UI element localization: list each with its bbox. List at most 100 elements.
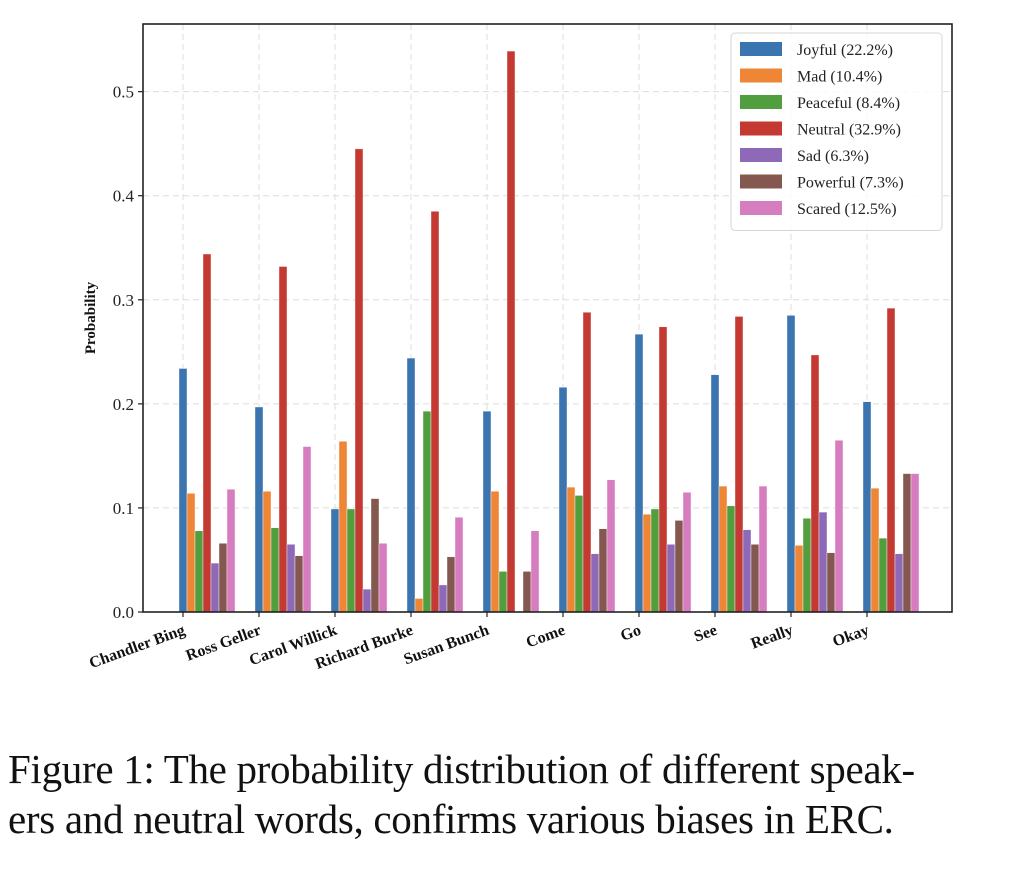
y-tick-label: 0.0 — [113, 603, 134, 622]
bar — [422, 410, 432, 613]
bar — [414, 598, 424, 613]
bar — [802, 518, 812, 613]
bar — [302, 446, 312, 613]
bar — [354, 148, 364, 613]
legend-label: Neutral (32.9%) — [797, 122, 901, 139]
bar — [330, 508, 340, 613]
x-tick-label: Really — [749, 622, 796, 653]
bar — [558, 387, 568, 613]
bar — [370, 498, 380, 613]
bar — [650, 508, 660, 613]
bar — [862, 401, 872, 613]
bar — [910, 473, 920, 613]
bar — [786, 315, 796, 613]
bar — [742, 529, 752, 613]
bar — [262, 491, 272, 613]
bar — [566, 486, 576, 613]
bar — [522, 571, 532, 613]
bar — [178, 368, 188, 613]
x-tick-label: See — [692, 622, 720, 646]
plot-frame — [142, 23, 953, 613]
bar — [346, 508, 356, 613]
bar — [490, 491, 500, 613]
legend-label: Powerful (7.3%) — [797, 175, 904, 192]
legend-label: Mad (10.4%) — [797, 69, 882, 86]
y-axis: 0.0 0.1 0.2 0.3 0.4 0.5 — [113, 83, 143, 622]
legend-swatch — [740, 95, 782, 109]
caption-line-1: Figure 1: The probability distribution o… — [8, 746, 915, 792]
bar — [498, 571, 508, 613]
figure-caption: Figure 1: The probability distribution o… — [8, 744, 1018, 844]
y-tick-label: 0.5 — [113, 83, 134, 102]
bar — [574, 495, 584, 613]
bar — [438, 584, 448, 613]
bar — [454, 517, 464, 613]
bar — [338, 441, 348, 613]
bar — [634, 333, 644, 613]
bar — [818, 511, 828, 613]
bar — [894, 553, 904, 613]
x-tick-label: Go — [618, 622, 643, 645]
bar — [226, 488, 236, 613]
bar — [506, 50, 516, 613]
bar — [710, 374, 720, 613]
bar — [590, 553, 600, 613]
bar — [186, 493, 196, 613]
bar — [902, 473, 912, 613]
y-tick-label: 0.1 — [113, 499, 134, 518]
bar — [278, 266, 288, 613]
bar — [582, 312, 592, 613]
bar — [642, 513, 652, 613]
y-tick-label: 0.3 — [113, 291, 134, 310]
bar — [430, 211, 440, 613]
y-axis-label: Probability — [83, 281, 99, 354]
bar — [286, 544, 296, 613]
bar — [254, 406, 264, 613]
bar — [530, 530, 540, 613]
bar — [270, 527, 280, 613]
legend-swatch — [740, 121, 782, 136]
x-tick-label: Come — [524, 622, 567, 652]
bar — [834, 440, 844, 613]
bar — [726, 505, 736, 613]
bar — [202, 253, 212, 613]
bars-layer — [178, 50, 920, 613]
bar — [810, 354, 820, 613]
x-tick-label: Okay — [830, 622, 871, 651]
bar — [446, 556, 456, 613]
x-tick-label: Susan Bunch — [402, 622, 492, 669]
legend: Joyful (22.2%) Mad (10.4%) Peaceful (8.4%)… — [730, 32, 943, 231]
bar — [682, 492, 692, 613]
bar — [878, 537, 888, 613]
legend-label: Scared (12.5%) — [797, 201, 897, 218]
y-tick-label: 0.4 — [113, 187, 135, 206]
bar — [674, 520, 684, 613]
bar — [210, 562, 220, 613]
bar — [794, 545, 804, 613]
legend-swatch — [740, 68, 782, 83]
bar — [606, 479, 616, 613]
bar — [482, 410, 492, 613]
bar — [826, 552, 836, 613]
legend-label: Peaceful (8.4%) — [797, 95, 900, 112]
legend-swatch — [740, 148, 782, 162]
bar — [294, 555, 304, 613]
legend-swatch — [740, 174, 782, 189]
y-tick-label: 0.2 — [113, 395, 134, 414]
legend-label: Joyful (22.2%) — [797, 42, 893, 59]
bar — [750, 544, 760, 613]
legend-swatch — [740, 201, 782, 215]
bar — [378, 543, 388, 613]
bar — [758, 485, 768, 613]
bar — [734, 316, 744, 613]
bar — [598, 528, 608, 613]
bar — [194, 530, 204, 613]
bar — [886, 307, 896, 613]
bar — [362, 588, 372, 613]
legend-box — [730, 32, 943, 231]
bar — [718, 485, 728, 613]
bar — [666, 544, 676, 613]
legend-swatch — [740, 42, 782, 56]
